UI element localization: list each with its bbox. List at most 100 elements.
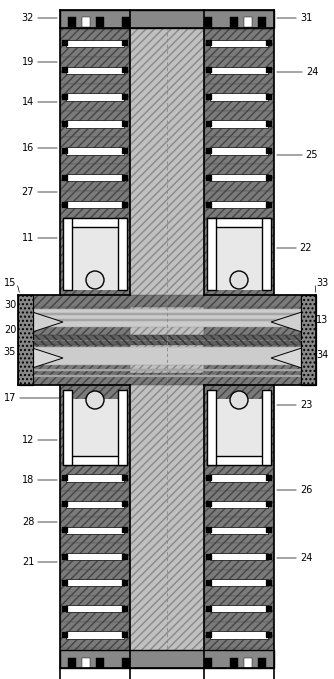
Bar — [262, 218, 271, 290]
Bar — [230, 17, 238, 27]
Bar — [205, 191, 273, 218]
Bar — [204, 385, 274, 668]
Bar — [205, 517, 273, 543]
Bar — [61, 137, 129, 164]
Bar — [18, 373, 316, 385]
Bar — [205, 84, 273, 111]
Text: 21: 21 — [22, 557, 34, 567]
Bar — [266, 606, 272, 612]
Bar — [258, 658, 266, 668]
Polygon shape — [271, 309, 311, 335]
Text: 12: 12 — [22, 435, 34, 445]
Bar — [62, 553, 68, 559]
Bar — [82, 658, 90, 668]
Bar — [62, 475, 68, 481]
Bar — [266, 67, 272, 73]
Bar — [62, 606, 68, 612]
Bar — [207, 218, 271, 227]
Bar — [206, 606, 212, 612]
Circle shape — [230, 391, 248, 409]
Bar — [62, 67, 68, 73]
Bar — [210, 500, 268, 508]
Bar — [63, 456, 127, 465]
Bar — [96, 17, 104, 27]
Bar — [210, 527, 268, 534]
Bar — [230, 658, 238, 668]
Text: 19: 19 — [22, 57, 34, 67]
Text: 31: 31 — [300, 13, 312, 23]
Bar — [206, 41, 212, 46]
Bar — [82, 17, 90, 27]
Bar — [210, 475, 268, 481]
Bar — [266, 528, 272, 534]
Text: 32: 32 — [22, 13, 34, 23]
Bar — [122, 202, 128, 208]
Bar — [66, 553, 124, 560]
Bar — [18, 335, 316, 345]
Bar — [206, 148, 212, 154]
Bar — [266, 41, 272, 46]
Bar — [122, 553, 128, 559]
Bar — [18, 309, 316, 327]
Bar — [62, 528, 68, 534]
Bar — [210, 631, 268, 638]
Text: 23: 23 — [300, 400, 312, 410]
Bar — [122, 94, 128, 100]
Bar — [266, 475, 272, 481]
Bar — [118, 390, 127, 465]
Bar — [122, 148, 128, 154]
Bar — [62, 632, 68, 638]
Bar — [122, 606, 128, 612]
Bar — [18, 295, 33, 385]
Text: 18: 18 — [22, 475, 34, 485]
Bar — [266, 94, 272, 100]
Text: 34: 34 — [316, 350, 328, 360]
Bar — [210, 120, 268, 128]
Bar — [205, 570, 273, 595]
Bar — [61, 570, 129, 595]
Bar — [66, 67, 124, 74]
Text: 25: 25 — [306, 150, 318, 160]
Bar — [72, 399, 118, 465]
Bar — [66, 527, 124, 534]
Bar — [60, 385, 130, 668]
Bar — [205, 111, 273, 137]
Bar — [205, 491, 273, 517]
Bar — [205, 164, 273, 191]
Bar — [61, 30, 129, 57]
Bar — [205, 137, 273, 164]
Bar — [66, 500, 124, 508]
Bar — [18, 295, 316, 307]
Bar — [122, 17, 130, 27]
Bar — [258, 17, 266, 27]
Bar — [66, 120, 124, 128]
Bar — [204, 295, 316, 385]
Bar — [20, 369, 314, 371]
Bar — [72, 227, 118, 290]
Bar — [266, 632, 272, 638]
Circle shape — [86, 391, 104, 409]
Bar — [266, 202, 272, 208]
Bar — [130, 10, 204, 668]
Text: 13: 13 — [316, 315, 328, 325]
Text: 16: 16 — [22, 143, 34, 153]
Bar — [206, 67, 212, 73]
Bar — [244, 658, 252, 668]
Bar — [205, 622, 273, 648]
Bar — [206, 528, 212, 534]
Bar — [266, 175, 272, 181]
Bar — [66, 579, 124, 586]
Text: 28: 28 — [22, 517, 34, 527]
Bar — [210, 579, 268, 586]
Text: 33: 33 — [316, 278, 328, 288]
Bar — [61, 111, 129, 137]
Bar — [206, 580, 212, 586]
Bar — [60, 10, 274, 28]
Bar — [122, 658, 130, 668]
Bar — [210, 605, 268, 612]
Bar — [60, 10, 130, 295]
Bar — [206, 202, 212, 208]
Bar — [210, 147, 268, 155]
Bar — [61, 517, 129, 543]
Bar — [206, 175, 212, 181]
